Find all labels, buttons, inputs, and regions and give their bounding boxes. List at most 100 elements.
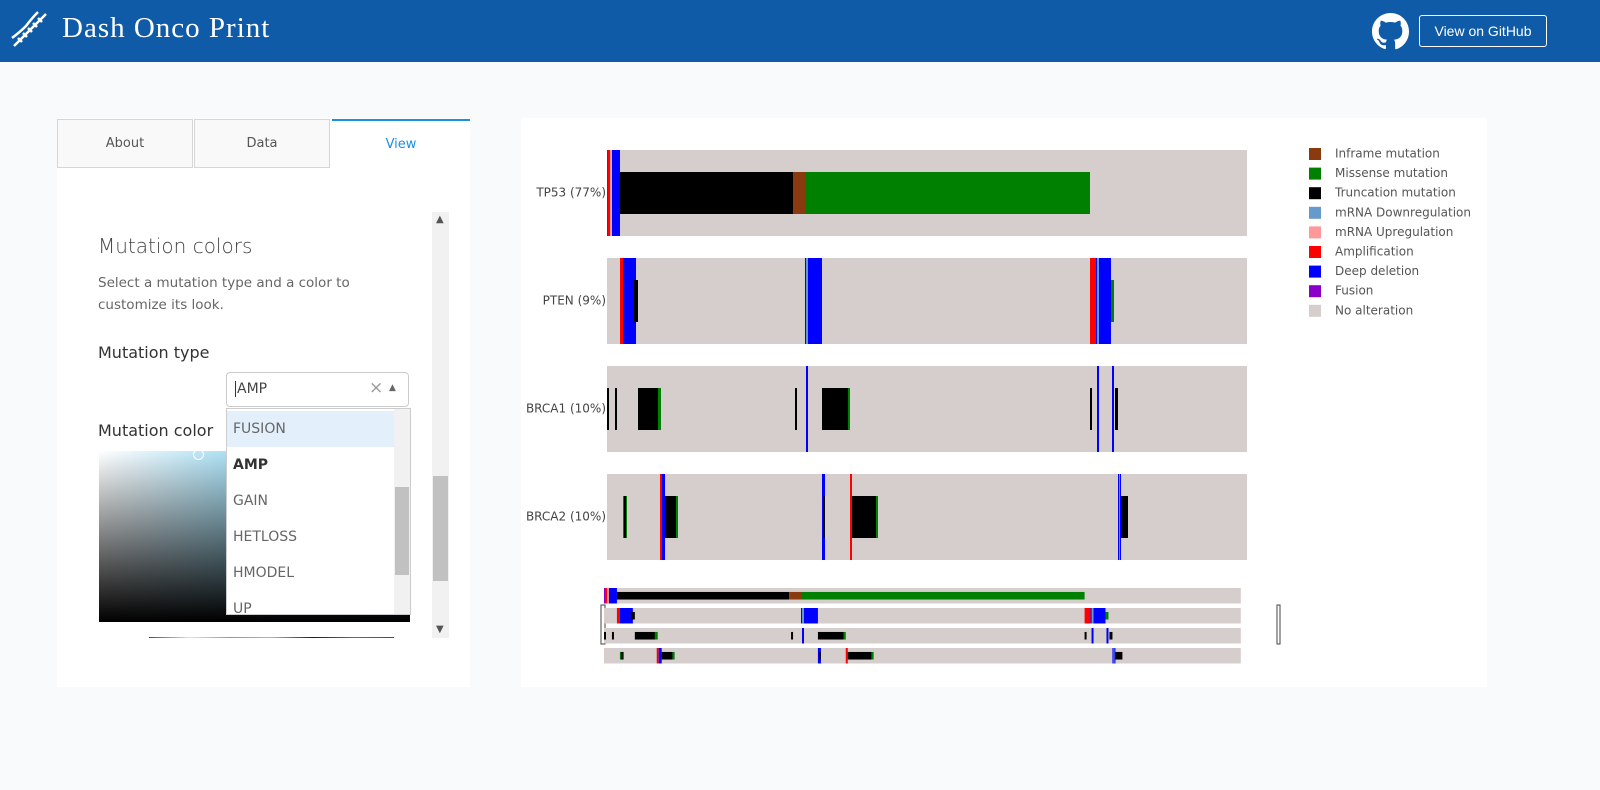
- alteration-glyph: [847, 651, 872, 660]
- alteration-glyph: [616, 608, 620, 624]
- alteration-glyph: [801, 608, 818, 624]
- legend-label: Missense mutation: [1335, 166, 1448, 180]
- clear-button[interactable]: ×: [369, 378, 384, 398]
- alteration-glyph: [676, 496, 678, 538]
- alteration-glyph: [1090, 258, 1096, 344]
- logo: [11, 11, 47, 47]
- legend-swatch: [1309, 265, 1321, 278]
- track-background: [604, 648, 1241, 664]
- alteration-glyph: [658, 648, 662, 664]
- alteration-glyph: [620, 651, 623, 660]
- alteration-glyph: [852, 496, 876, 538]
- dropdown-option[interactable]: GAIN: [233, 493, 269, 509]
- tab-about[interactable]: About: [57, 119, 193, 168]
- description: Select a mutation type and a color to cu…: [98, 275, 350, 313]
- alteration-glyph: [1113, 648, 1115, 664]
- scroll-up[interactable]: ▲: [436, 214, 444, 225]
- alteration-glyph: [630, 611, 635, 620]
- alteration-glyph: [607, 388, 609, 430]
- oncoprint-panel: TP53 (77%) PTEN (9%) BRCA1 (10%) BRCA2 (10%…: [521, 118, 1487, 687]
- legend-label: Inframe mutation: [1335, 147, 1440, 161]
- github-icon[interactable]: [1372, 13, 1409, 50]
- dropdown-option[interactable]: AMP: [233, 457, 269, 473]
- alteration-glyph: [793, 172, 805, 214]
- overview-track: [604, 648, 1241, 664]
- alteration-glyph: [610, 150, 613, 236]
- legend-label: Amplification: [1335, 245, 1414, 259]
- legend-swatch: [1309, 226, 1321, 239]
- menu-scroll-thumb[interactable]: [395, 487, 409, 575]
- legend-label: No alteration: [1335, 303, 1413, 317]
- alteration-glyph: [791, 631, 794, 640]
- tab-data[interactable]: Data: [194, 119, 330, 168]
- alteration-glyph: [1112, 366, 1114, 452]
- alteration-glyph: [843, 631, 846, 640]
- alteration-glyph: [662, 474, 665, 560]
- legend-swatch: [1309, 148, 1321, 160]
- alteration-glyph: [1106, 628, 1109, 644]
- alteration-glyph: [606, 588, 610, 604]
- hue-slider[interactable]: [149, 637, 394, 638]
- github-button[interactable]: View on GitHub: [1419, 15, 1547, 47]
- alteration-glyph: [822, 388, 848, 430]
- alteration-glyph: [871, 651, 874, 660]
- dropdown-value: AMP: [235, 381, 268, 397]
- alteration-glyph: [616, 591, 790, 600]
- overview-track: [604, 608, 1241, 624]
- alteration-glyph: [1111, 280, 1114, 322]
- overview-window-right[interactable]: [1276, 604, 1281, 645]
- alteration-glyph: [623, 258, 636, 344]
- alteration-glyph: [604, 588, 607, 604]
- alteration-glyph: [1105, 611, 1109, 620]
- dropdown-option[interactable]: HMODEL: [233, 565, 295, 581]
- scroll-down[interactable]: ▼: [436, 624, 444, 635]
- track: [607, 474, 1247, 560]
- alteration-glyph: [608, 588, 617, 604]
- alteration-glyph: [876, 496, 878, 538]
- alteration-glyph: [665, 496, 676, 538]
- alteration-glyph: [634, 280, 638, 322]
- menu-scrollbar[interactable]: [394, 409, 410, 614]
- alteration-glyph: [619, 608, 633, 624]
- heading: Mutation colors: [98, 234, 253, 258]
- alteration-glyph: [656, 648, 659, 664]
- dropdown-arrow[interactable]: ▲: [389, 383, 396, 393]
- alteration-glyph: [624, 496, 626, 538]
- alteration-glyph: [672, 651, 675, 660]
- alteration-glyph: [1091, 628, 1094, 644]
- app-title: Dash Onco Print: [62, 12, 271, 44]
- tab-view[interactable]: View: [332, 119, 470, 168]
- legend-label: Truncation mutation: [1334, 186, 1456, 200]
- alteration-glyph: [1084, 631, 1087, 640]
- legend-swatch: [1309, 246, 1321, 258]
- scroll-thumb[interactable]: [433, 476, 448, 581]
- picker-handle[interactable]: [193, 449, 204, 460]
- overview-window-left[interactable]: [600, 604, 606, 645]
- header: Dash Onco Print View on GitHub: [0, 0, 1600, 62]
- dropdown-option[interactable]: UP: [233, 601, 252, 615]
- alteration-glyph: [850, 474, 852, 560]
- dropdown-option[interactable]: HETLOSS: [233, 529, 298, 545]
- dropdown-option[interactable]: FUSION: [227, 411, 394, 447]
- track-label: TP53 (77%): [535, 186, 606, 200]
- alteration-glyph: [1109, 631, 1113, 640]
- alteration-glyph: [801, 591, 1085, 600]
- alteration-glyph: [1084, 608, 1091, 624]
- track: [607, 150, 1247, 236]
- alteration-glyph: [612, 150, 620, 236]
- scrollbar[interactable]: ▲ ▼: [432, 212, 449, 638]
- alteration-glyph: [1091, 608, 1094, 624]
- alteration-glyph: [620, 258, 623, 344]
- control-panel: About Data View Mutation colors Select a…: [57, 118, 470, 687]
- alteration-glyph: [802, 628, 804, 644]
- track-background: [604, 608, 1241, 624]
- overview-track: [604, 588, 1241, 604]
- legend-label: Fusion: [1335, 284, 1373, 298]
- track-background: [604, 628, 1241, 644]
- dropdown-input[interactable]: AMP × ▲: [226, 372, 409, 407]
- alteration-glyph: [658, 388, 661, 430]
- legend-swatch: [1309, 285, 1321, 298]
- legend-swatch: [1309, 206, 1321, 219]
- alteration-glyph: [818, 651, 821, 660]
